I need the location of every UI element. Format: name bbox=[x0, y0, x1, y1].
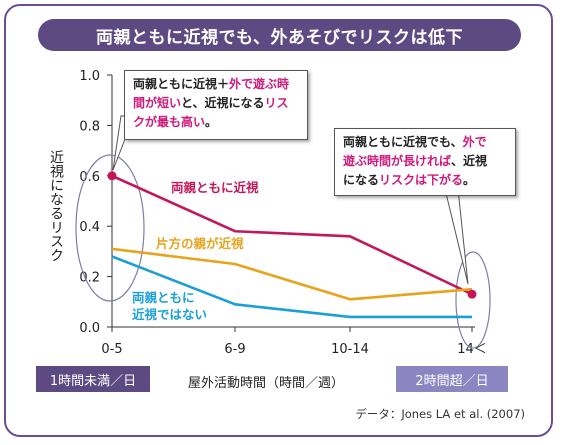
series-point-0-0 bbox=[107, 171, 117, 181]
x-tick-label: 14＜ bbox=[457, 342, 487, 357]
highlight-ellipse-right bbox=[455, 251, 491, 349]
series-line-0 bbox=[111, 174, 473, 296]
series-label-both: 両親ともに近視 bbox=[171, 180, 259, 195]
callout-right-line3: になるリスクは下がる。 bbox=[343, 173, 476, 187]
highlight-ellipse-left bbox=[75, 154, 145, 302]
series-line-2 bbox=[111, 255, 472, 319]
series-lines bbox=[111, 174, 473, 319]
y-axis-label: 近視になるリスク bbox=[48, 150, 64, 262]
y-tick-label: 0.4 bbox=[79, 220, 100, 235]
series-label-none-line1: 両親ともに bbox=[132, 290, 195, 305]
y-ticks: 0.0 0.2 0.4 0.6 0.8 1.0 bbox=[79, 69, 112, 336]
callout-right: 両親ともに近視でも、外で 遊ぶ時間が長ければ、近視 になるリスクは下がる。 bbox=[334, 128, 516, 196]
callout-left-line3: クが最も高い。 bbox=[133, 115, 218, 129]
badge-left: 1時間未満／日 bbox=[36, 366, 150, 392]
series-label-none-line2: 近視ではない bbox=[132, 307, 207, 322]
x-tick-label: 6-9 bbox=[224, 342, 245, 357]
x-tick-label: 10-14 bbox=[331, 342, 369, 357]
x-tick-label: 0-5 bbox=[101, 342, 122, 357]
x-axis-label: 屋外活動時間（時間／週） bbox=[188, 376, 345, 391]
series-label-one: 片方の親が近視 bbox=[156, 236, 244, 251]
y-tick-label: 0.2 bbox=[79, 271, 100, 286]
x-ticks: 0-5 6-9 10-14 14＜ bbox=[101, 327, 487, 357]
y-tick-label: 0.6 bbox=[79, 170, 100, 185]
series-markers bbox=[107, 171, 477, 299]
series-line-1 bbox=[111, 247, 473, 301]
y-tick-label: 0.0 bbox=[79, 321, 100, 336]
callout-pointer-right bbox=[444, 188, 469, 285]
y-tick-label: 0.8 bbox=[79, 119, 100, 134]
chart-title: 両親ともに近視でも、外あそびでリスクは低下 bbox=[38, 19, 521, 51]
callout-right-line1: 両親ともに近視でも、外で bbox=[343, 135, 487, 149]
callout-left-line1: 両親ともに近視＋外で遊ぶ時 bbox=[133, 77, 290, 91]
callout-left: 両親ともに近視＋外で遊ぶ時 間が短いと、近視になるリス クが最も高い。 bbox=[124, 70, 308, 140]
callout-left-line2: 間が短いと、近視になるリス bbox=[133, 96, 289, 110]
y-tick-label: 1.0 bbox=[79, 69, 100, 84]
callout-right-line2: 遊ぶ時間が長ければ、近視 bbox=[343, 154, 488, 168]
series-point-0-3 bbox=[467, 289, 477, 299]
badge-right: 2時間超／日 bbox=[396, 366, 508, 392]
source-note: データ：Jones LA et al. (2007) bbox=[355, 407, 525, 421]
